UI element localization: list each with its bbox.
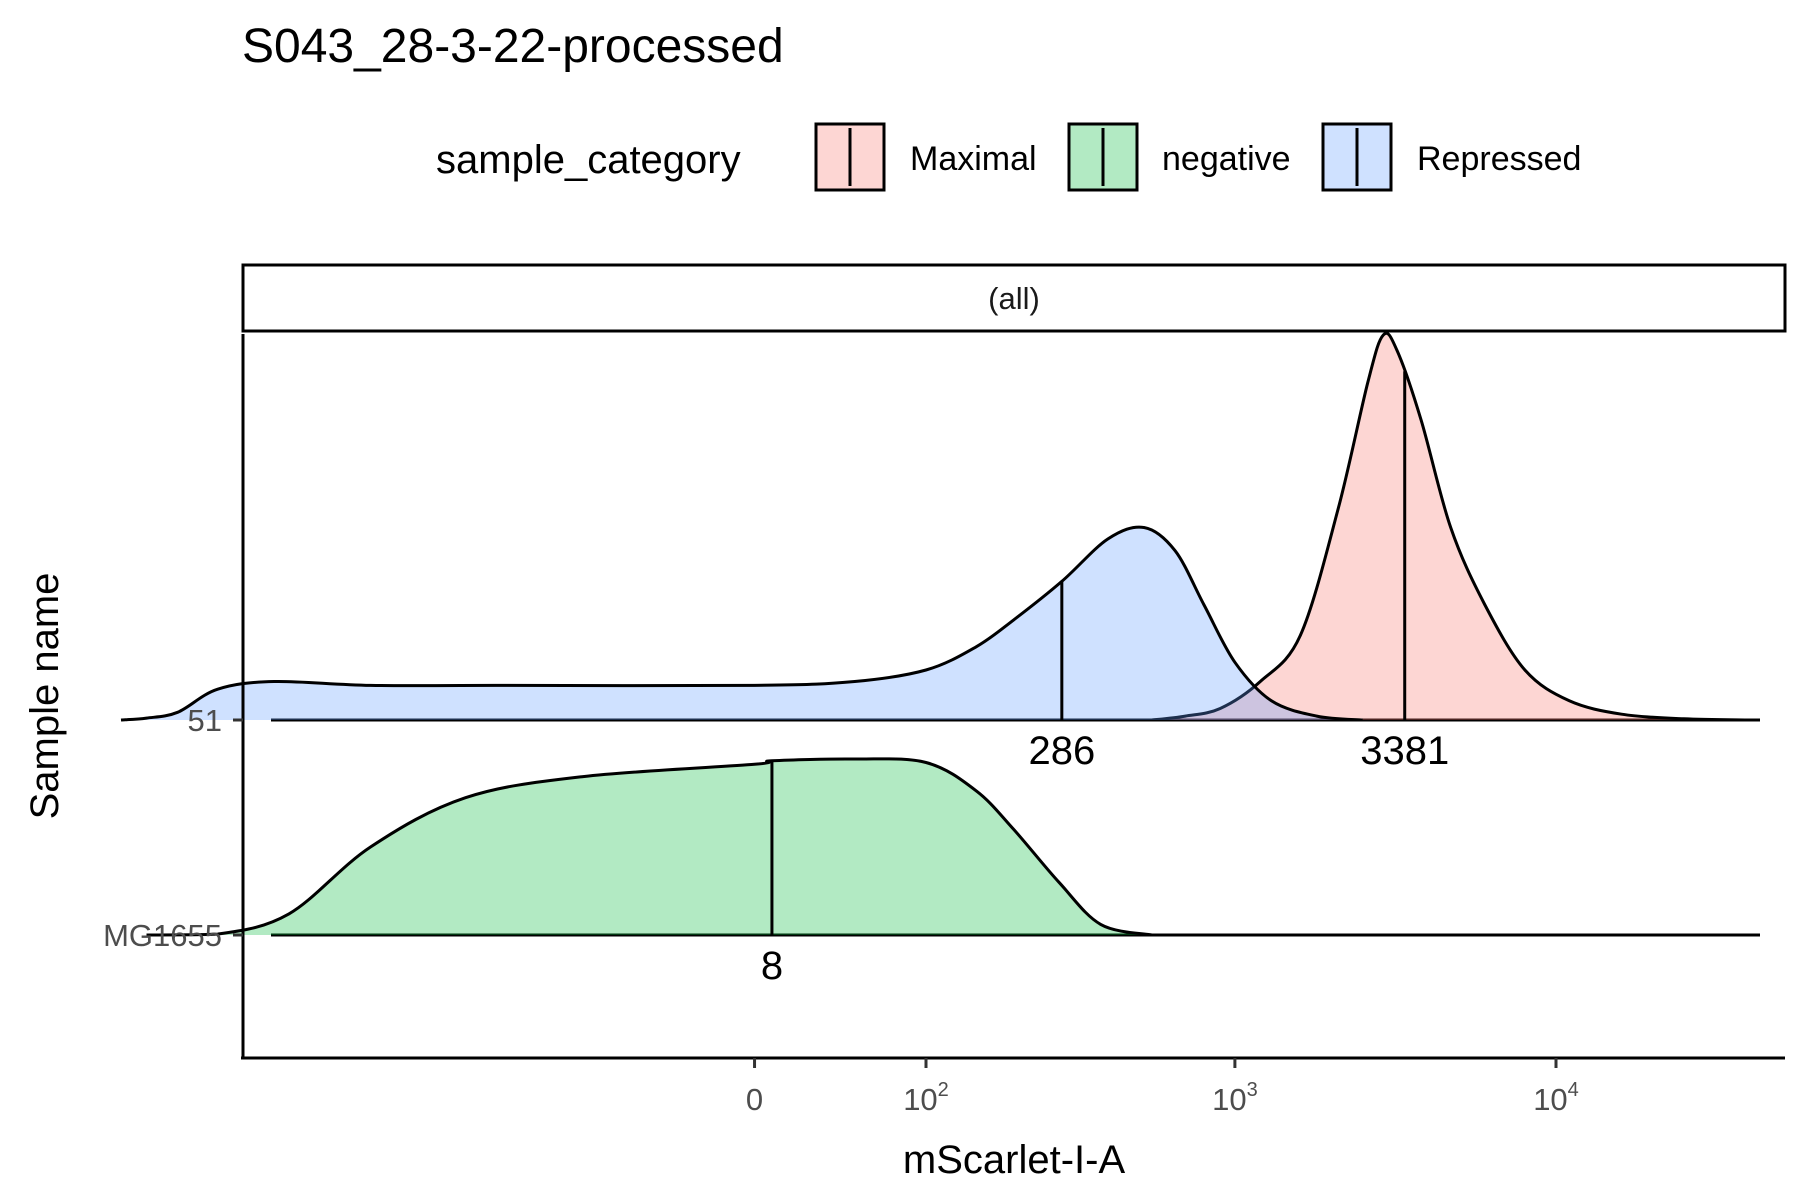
density-ridges: 3381 286 8 [120,331,1760,988]
legend-item-negative: negative [1067,122,1291,192]
y-axis-title: Sample name [23,573,67,820]
median-label-negative: 8 [761,944,783,988]
y-tick-label: MG1655 [103,918,222,953]
x-axis-title: mScarlet-I-A [903,1138,1126,1182]
x-tick-104: 104 [1533,1058,1579,1117]
density-fill-repressed [121,527,1363,720]
x-axis-ticks: 0 102 103 104 [746,1058,1579,1117]
x-tick-label: 0 [746,1082,763,1117]
legend-label-maximal: Maximal [910,140,1037,178]
plot-panel: 3381 286 8 0 102 103 104 51 MG1655 [103,331,1785,1117]
y-axis-ticks: 51 MG1655 [103,703,243,953]
legend-item-maximal: Maximal [814,122,1037,192]
legend-label-negative: negative [1162,140,1291,178]
x-tick-label: 104 [1533,1079,1579,1117]
legend-label-repressed: Repressed [1417,140,1581,178]
density-fill-negative [146,758,1152,935]
facet-strip-label: (all) [988,281,1040,316]
median-label-maximal: 3381 [1360,729,1449,773]
y-tick-51: 51 [188,703,243,738]
legend-item-repressed: Repressed [1321,122,1581,192]
median-label-repressed: 286 [1028,729,1095,773]
chart-title: S043_28-3-22-processed [242,20,784,73]
x-tick-0: 0 [746,1058,763,1117]
density-outline-negative [146,757,1153,937]
legend: sample_category Maximal negative Repressed [436,122,1581,192]
density-outline-repressed [120,525,1363,722]
legend-title: sample_category [436,138,741,182]
facet-strip: (all) [241,263,1787,333]
ridge-maximal: 3381 [1151,331,1750,773]
x-tick-103: 103 [1212,1058,1258,1117]
y-tick-label: 51 [188,703,222,738]
x-tick-102: 102 [903,1058,949,1117]
density-outline-maximal [1151,331,1750,722]
x-tick-label: 103 [1212,1079,1258,1117]
density-fill-maximal [1151,333,1750,720]
ridge-repressed: 286 [120,525,1363,773]
ridge-negative: 8 [146,757,1153,988]
y-tick-mg1655: MG1655 [103,918,243,953]
x-tick-label: 102 [903,1079,949,1117]
